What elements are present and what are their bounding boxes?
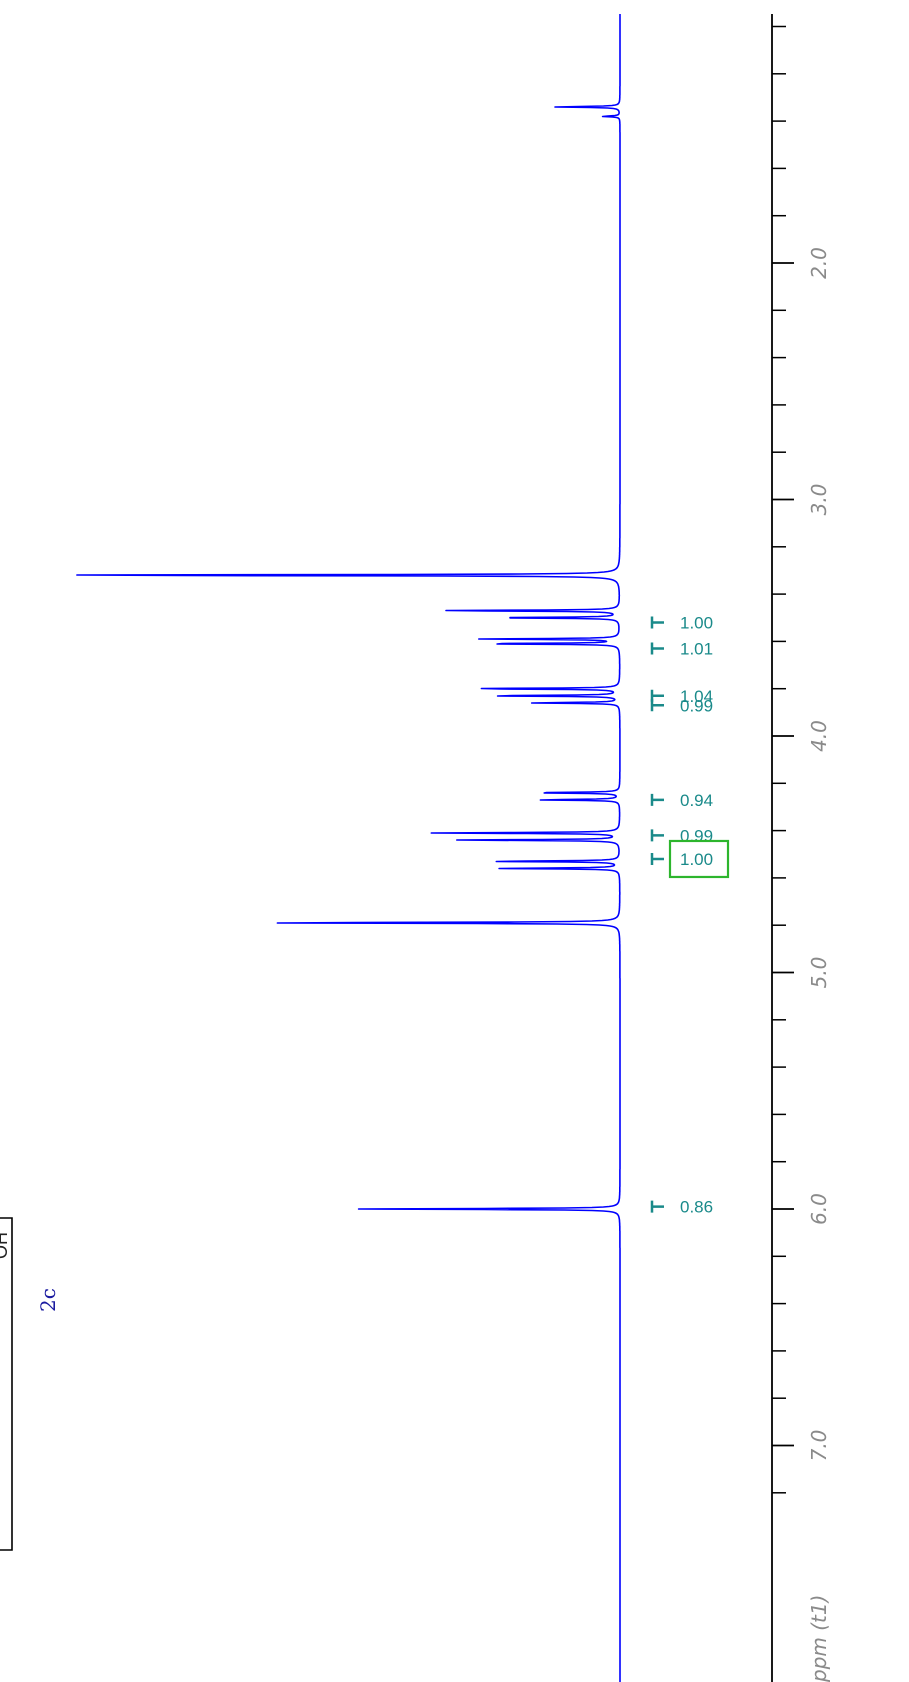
tick-label: 2.0 (807, 247, 831, 279)
integral-marker: 0.99 (650, 826, 713, 845)
integral-bracket (650, 689, 664, 702)
tick-label: 5.0 (807, 957, 831, 989)
integral-bracket (650, 793, 664, 806)
integral-marker: 0.86 (650, 1198, 713, 1217)
integral-marker: 1.00 (650, 613, 713, 632)
integral-bracket (650, 829, 664, 842)
integral-bracket (650, 1200, 664, 1213)
integral-marker: 1.00 (650, 850, 713, 869)
tick-label: 3.0 (807, 484, 831, 516)
integral-value: 0.86 (680, 1198, 713, 1217)
integral-value: 0.99 (680, 696, 713, 715)
structure-panel: OH 2c (0, 1217, 60, 1551)
integral-value: 1.00 (680, 850, 713, 869)
integral-group: 1.001.011.040.990.940.991.000.86 (650, 613, 713, 1217)
integral-value: 0.94 (680, 791, 713, 810)
axis-title: ppm (t1) (807, 1595, 831, 1682)
integral-marker: 0.99 (650, 696, 713, 715)
integral-bracket (650, 616, 664, 629)
tick-label: 6.0 (807, 1193, 831, 1225)
tick-label: 4.0 (807, 720, 831, 752)
structure-fragment-text: OH (0, 1232, 11, 1259)
integral-bracket (650, 699, 664, 712)
integral-bracket (650, 642, 664, 655)
integral-marker: 0.94 (650, 791, 713, 810)
tick-label: 7.0 (807, 1430, 831, 1462)
spectrum-trace (76, 13, 621, 1682)
compound-label: 2c (36, 1288, 60, 1312)
integral-value: 1.00 (680, 613, 713, 632)
integral-value: 1.01 (680, 639, 713, 658)
axis-ticks (772, 25, 794, 1494)
ppm-axis: 2.0 3.0 4.0 5.0 6.0 7.0 ppm (t1) (771, 14, 831, 1682)
integral-bracket (650, 852, 664, 865)
axis-tick-labels: 2.0 3.0 4.0 5.0 6.0 7.0 (807, 247, 831, 1461)
integral-value: 0.99 (680, 826, 713, 845)
integral-value: 1.04 (680, 687, 713, 706)
structure-frame (0, 1217, 13, 1551)
integral-marker: 1.01 (650, 639, 713, 658)
selected-integral-box[interactable] (668, 839, 730, 879)
